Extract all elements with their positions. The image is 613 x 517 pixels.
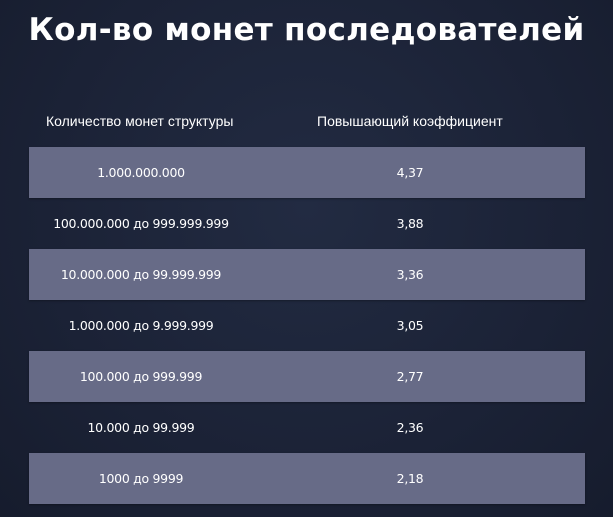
table-row: 1000 до 9999 2,18 bbox=[29, 453, 585, 504]
coins-range: 1000 до 9999 bbox=[98, 471, 184, 486]
coins-range: 10.000 до 99.999 bbox=[87, 420, 195, 435]
table-row: 1.000.000.000 4,37 bbox=[29, 147, 585, 198]
coefficient-value: 4,37 bbox=[396, 165, 424, 180]
coefficient-value: 2,36 bbox=[396, 420, 424, 435]
table-row: 10.000.000 до 99.999.999 3,36 bbox=[29, 249, 585, 300]
column-header-coefficient: Повышающий коэффициент bbox=[317, 113, 503, 129]
page-title: Кол-во монет последователей bbox=[28, 12, 585, 48]
table-row: 100.000 до 999.999 2,77 bbox=[29, 351, 585, 402]
coins-range: 100.000.000 до 999.999.999 bbox=[53, 216, 229, 231]
coefficient-value: 2,77 bbox=[396, 369, 424, 384]
table-row: 10.000 до 99.999 2,36 bbox=[29, 402, 585, 453]
coins-range: 1.000.000.000 bbox=[97, 165, 185, 180]
coefficient-value: 3,36 bbox=[396, 267, 424, 282]
coefficient-value: 3,05 bbox=[396, 318, 424, 333]
column-header-coins: Количество монет структуры bbox=[46, 113, 234, 129]
coins-range: 100.000 до 999.999 bbox=[79, 369, 203, 384]
coins-range: 1.000.000 до 9.999.999 bbox=[68, 318, 214, 333]
coefficient-value: 3,88 bbox=[396, 216, 424, 231]
coins-range: 10.000.000 до 99.999.999 bbox=[60, 267, 222, 282]
table-row: 1.000.000 до 9.999.999 3,05 bbox=[29, 300, 585, 351]
table-row: 100.000.000 до 999.999.999 3,88 bbox=[29, 198, 585, 249]
coefficient-value: 2,18 bbox=[396, 471, 424, 486]
